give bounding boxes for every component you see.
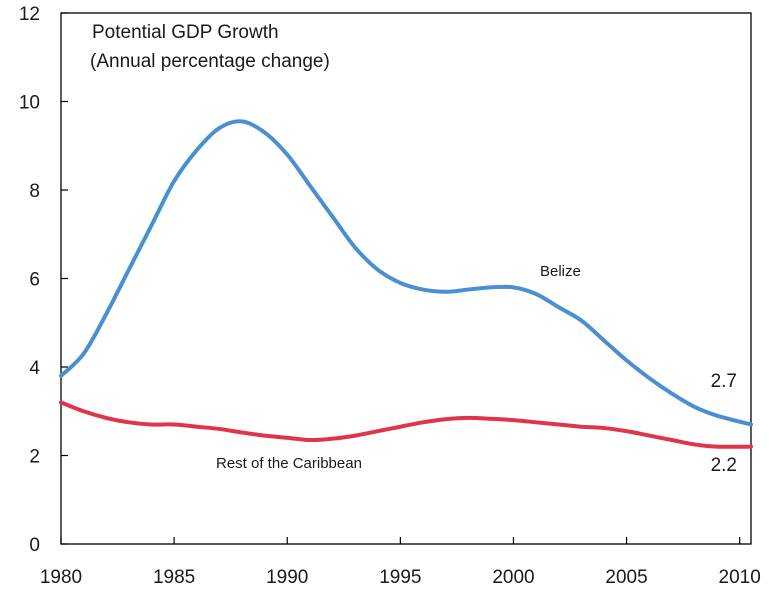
y-tick-label: 4 bbox=[29, 358, 40, 379]
series-line-rest-of-the-caribbean bbox=[59, 400, 753, 449]
series-line-belize bbox=[59, 119, 753, 427]
x-tick-label: 2000 bbox=[492, 567, 534, 588]
end-value-label-belize: 2.7 bbox=[711, 371, 737, 392]
y-tick-label: 12 bbox=[19, 4, 40, 25]
series-label-belize: Belize bbox=[540, 263, 581, 280]
plot-frame bbox=[60, 12, 752, 545]
chart-title: Potential GDP Growth bbox=[92, 22, 279, 43]
y-tick-label: 8 bbox=[29, 181, 40, 202]
x-tick-label: 1990 bbox=[266, 567, 308, 588]
x-tick-label: 1980 bbox=[40, 567, 82, 588]
chart-subtitle: (Annual percentage change) bbox=[90, 51, 330, 72]
x-tick-label: 2010 bbox=[719, 567, 761, 588]
y-axis: 0 2 4 6 8 10 12 bbox=[19, 4, 68, 556]
series-label-rest-of-the-caribbean: Rest of the Caribbean bbox=[216, 455, 362, 472]
y-tick-label: 10 bbox=[19, 93, 40, 114]
y-tick-label: 2 bbox=[29, 447, 40, 468]
end-value-label-rest-of-the-caribbean: 2.2 bbox=[711, 455, 737, 476]
x-axis: 1980 1985 1990 1995 2000 2005 2010 bbox=[40, 537, 761, 588]
x-tick-label: 2005 bbox=[605, 567, 647, 588]
y-tick-label: 6 bbox=[29, 270, 40, 291]
x-tick-label: 1985 bbox=[153, 567, 195, 588]
series-layer: Belize 2.7 Rest of the Caribbean 2.2 bbox=[59, 119, 753, 476]
x-tick-label: 1995 bbox=[379, 567, 421, 588]
y-tick-label: 0 bbox=[29, 535, 40, 556]
